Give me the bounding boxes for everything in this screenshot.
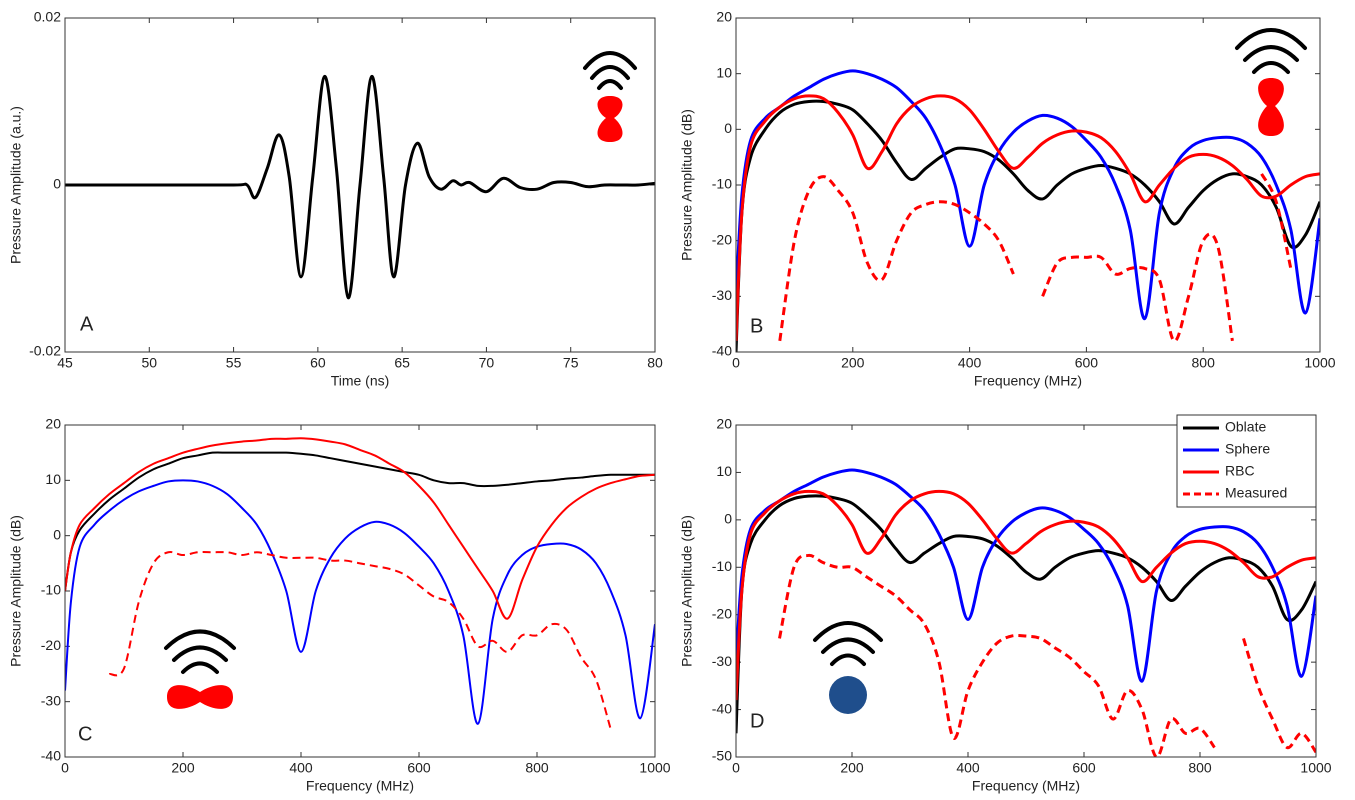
icon-transducer-d bbox=[813, 621, 883, 666]
y-tick-label: -40 bbox=[712, 343, 732, 359]
x-tick-label: 70 bbox=[479, 355, 495, 371]
y-tick-label: -10 bbox=[41, 582, 61, 598]
x-axis-label: Time (ns) bbox=[331, 373, 390, 389]
y-tick-label: -40 bbox=[41, 748, 61, 764]
y-tick-label: -30 bbox=[41, 692, 61, 708]
y-tick-label: 0.02 bbox=[34, 9, 61, 25]
y-tick-label: -30 bbox=[712, 287, 732, 303]
data-line bbox=[736, 69, 1320, 321]
x-tick-label: 1000 bbox=[639, 760, 670, 776]
x-tick-label: 1000 bbox=[1300, 760, 1331, 776]
data-line bbox=[65, 451, 655, 592]
icon-transducer-c bbox=[164, 629, 236, 674]
y-tick-label: -50 bbox=[712, 748, 732, 764]
legend-label: Oblate bbox=[1225, 419, 1266, 435]
x-tick-label: 0 bbox=[732, 355, 740, 371]
y-tick-label: 0 bbox=[724, 511, 732, 527]
y-axis-label: Pressure Amplitude (dB) bbox=[679, 515, 695, 667]
data-line bbox=[108, 550, 612, 730]
x-tick-label: 75 bbox=[563, 355, 579, 371]
x-tick-label: 45 bbox=[57, 355, 73, 371]
y-axis-label: Pressure Amplitude (dB) bbox=[8, 515, 24, 667]
x-tick-label: 400 bbox=[956, 760, 980, 776]
x-axis-label: Frequency (MHz) bbox=[972, 778, 1080, 794]
x-tick-label: 800 bbox=[1192, 355, 1216, 371]
panel: 45 50 55 60 65 70 75 80 -0.02 0 0.02 Time (ns) Press… bbox=[8, 9, 663, 389]
x-tick-label: 200 bbox=[841, 355, 865, 371]
x-axis-label: Frequency (MHz) bbox=[974, 373, 1082, 389]
y-tick-label: 20 bbox=[716, 416, 732, 432]
x-tick-label: 400 bbox=[289, 760, 313, 776]
data-line bbox=[778, 173, 1293, 343]
y-tick-label: 10 bbox=[716, 463, 732, 479]
icon-sphere-d bbox=[829, 676, 867, 714]
x-axis-label: Frequency (MHz) bbox=[306, 778, 414, 794]
plot-frame bbox=[64, 424, 656, 758]
panel-letter: A bbox=[80, 313, 94, 335]
icon-rbc-b bbox=[1258, 78, 1284, 136]
icon-transducer-a bbox=[583, 51, 637, 90]
icon-rbc-a bbox=[597, 96, 623, 142]
legend-label: RBC bbox=[1225, 463, 1255, 479]
panel: 0 200 400 600 800 1000 -40 -30 -20 -10 0 10 20 Freque… bbox=[679, 9, 1336, 389]
icon-transducer-b bbox=[1235, 28, 1307, 74]
y-tick-label: 10 bbox=[45, 471, 61, 487]
y-tick-label: -0.02 bbox=[29, 343, 61, 359]
data-line bbox=[736, 94, 1320, 341]
x-tick-label: 600 bbox=[407, 760, 431, 776]
y-tick-label: 0 bbox=[53, 526, 61, 542]
y-tick-label: 0 bbox=[53, 176, 61, 192]
panel-letter: C bbox=[78, 723, 92, 745]
y-axis-label: Pressure Amplitude (dB) bbox=[679, 109, 695, 261]
y-tick-label: 0 bbox=[724, 120, 732, 136]
legend-box bbox=[1176, 414, 1317, 508]
x-tick-label: 400 bbox=[958, 355, 982, 371]
legend: Oblate Sphere RBC Measured bbox=[1176, 414, 1317, 508]
x-tick-label: 0 bbox=[732, 760, 740, 776]
x-tick-label: 200 bbox=[171, 760, 195, 776]
x-tick-label: 55 bbox=[226, 355, 242, 371]
panel-letter: B bbox=[750, 315, 763, 337]
x-tick-label: 600 bbox=[1072, 760, 1096, 776]
data-line bbox=[736, 494, 1316, 734]
y-tick-label: -20 bbox=[41, 637, 61, 653]
data-line bbox=[65, 479, 655, 725]
icon-rbc-c bbox=[167, 685, 233, 709]
plot-frame bbox=[735, 424, 1317, 758]
plot-frame bbox=[735, 17, 1321, 353]
y-axis-label: Pressure Amplitude (a.u.) bbox=[8, 106, 24, 264]
y-tick-label: -10 bbox=[712, 558, 732, 574]
data-line bbox=[736, 468, 1316, 683]
y-tick-label: -40 bbox=[712, 700, 732, 716]
y-tick-label: 20 bbox=[716, 9, 732, 25]
plot-frame bbox=[64, 17, 656, 353]
data-line bbox=[778, 553, 1316, 757]
data-line bbox=[65, 437, 655, 620]
x-tick-label: 60 bbox=[310, 355, 326, 371]
x-tick-label: 1000 bbox=[1304, 355, 1335, 371]
x-tick-label: 200 bbox=[840, 760, 864, 776]
y-tick-label: -20 bbox=[712, 605, 732, 621]
y-tick-label: -30 bbox=[712, 653, 732, 669]
y-tick-label: 10 bbox=[716, 64, 732, 80]
y-tick-label: -20 bbox=[712, 231, 732, 247]
panel-letter: D bbox=[750, 710, 764, 732]
legend-label: Measured bbox=[1225, 485, 1287, 501]
data-line bbox=[736, 99, 1320, 352]
x-tick-label: 50 bbox=[141, 355, 157, 371]
data-line bbox=[736, 489, 1316, 701]
x-tick-label: 800 bbox=[525, 760, 549, 776]
x-tick-label: 80 bbox=[647, 355, 663, 371]
x-tick-label: 0 bbox=[61, 760, 69, 776]
data-line bbox=[65, 74, 655, 300]
x-tick-label: 600 bbox=[1075, 355, 1099, 371]
x-tick-label: 800 bbox=[1188, 760, 1212, 776]
legend-label: Sphere bbox=[1225, 441, 1270, 457]
y-tick-label: -10 bbox=[712, 176, 732, 192]
panel: 0 200 400 600 800 1000 -40 -30 -20 -10 0 10 20 Freque… bbox=[8, 416, 671, 794]
panel: 0 200 400 600 800 1000 -50 -40 -30 -20 -10 0 10 20 Fre… bbox=[679, 416, 1332, 794]
x-tick-label: 65 bbox=[394, 355, 410, 371]
y-tick-label: 20 bbox=[45, 416, 61, 432]
